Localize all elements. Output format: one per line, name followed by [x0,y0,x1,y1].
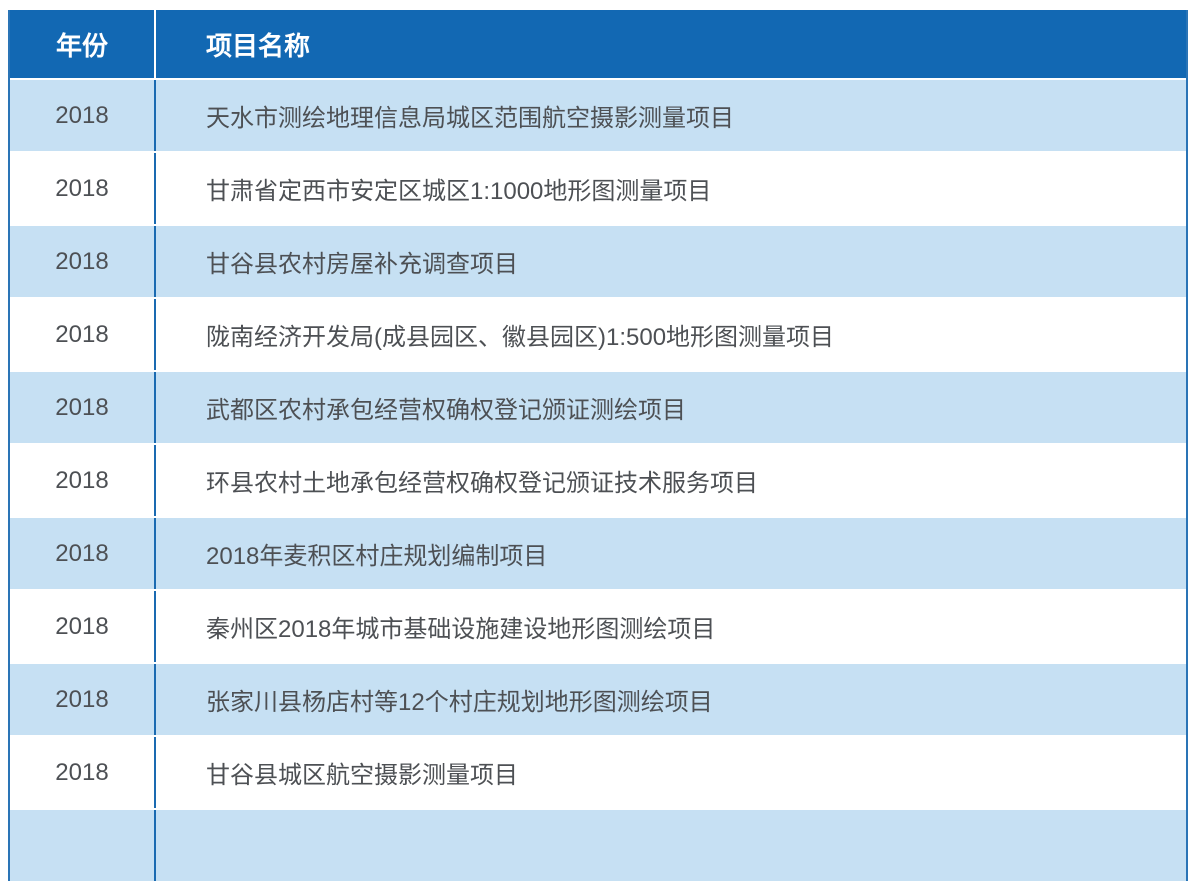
row-year: 2018 [10,737,156,808]
row-project-name: 秦州区2018年城市基础设施建设地形图测绘项目 [206,616,716,643]
table-header-row: 年份 项目名称 [10,10,1186,78]
table-row: 2018 武都区农村承包经营权确权登记颁证测绘项目 [10,370,1186,443]
row-year: 2018 [10,299,156,370]
row-year: 2018 [10,664,156,735]
table-body: 2018 天水市测绘地理信息局城区范围航空摄影测量项目 2018 甘肃省定西市安… [10,78,1186,808]
table-row: 2018 秦州区2018年城市基础设施建设地形图测绘项目 [10,589,1186,662]
row-project-name: 甘肃省定西市安定区城区1:1000地形图测量项目 [206,178,712,205]
row-year: 2018 [10,372,156,443]
table-row: 2018 2018年麦积区村庄规划编制项目 [10,516,1186,589]
row-year: 2018 [10,445,156,516]
projects-table: 年份 项目名称 2018 天水市测绘地理信息局城区范围航空摄影测量项目 2018… [8,10,1188,881]
row-project-name: 武都区农村承包经营权确权登记颁证测绘项目 [206,397,686,424]
row-project-name: 张家川县杨店村等12个村庄规划地形图测绘项目 [206,689,713,716]
header-year-label: 年份 [10,10,156,78]
row-project-name: 甘谷县城区航空摄影测量项目 [206,762,518,789]
row-year: 2018 [10,153,156,224]
table-row: 2018 天水市测绘地理信息局城区范围航空摄影测量项目 [10,78,1186,151]
table-row: 2018 环县农村土地承包经营权确权登记颁证技术服务项目 [10,443,1186,516]
row-project-name: 2018年麦积区村庄规划编制项目 [206,543,548,570]
table-row: 2018 甘肃省定西市安定区城区1:1000地形图测量项目 [10,151,1186,224]
row-project-name: 环县农村土地承包经营权确权登记颁证技术服务项目 [206,470,758,497]
header-project-name-label: 项目名称 [206,30,311,61]
table-row-partial [10,808,1186,881]
table-row: 2018 张家川县杨店村等12个村庄规划地形图测绘项目 [10,662,1186,735]
row-year: 2018 [10,80,156,151]
row-project-name [156,810,1186,881]
table-row: 2018 陇南经济开发局(成县园区、徽县园区)1:500地形图测量项目 [10,297,1186,370]
row-year: 2018 [10,591,156,662]
row-year [10,810,156,881]
row-year: 2018 [10,518,156,589]
table-row: 2018 甘谷县城区航空摄影测量项目 [10,735,1186,808]
row-year: 2018 [10,226,156,297]
table-row: 2018 甘谷县农村房屋补充调查项目 [10,224,1186,297]
row-project-name: 甘谷县农村房屋补充调查项目 [206,251,518,278]
row-project-name: 天水市测绘地理信息局城区范围航空摄影测量项目 [206,105,734,132]
row-project-name: 陇南经济开发局(成县园区、徽县园区)1:500地形图测量项目 [206,324,835,351]
